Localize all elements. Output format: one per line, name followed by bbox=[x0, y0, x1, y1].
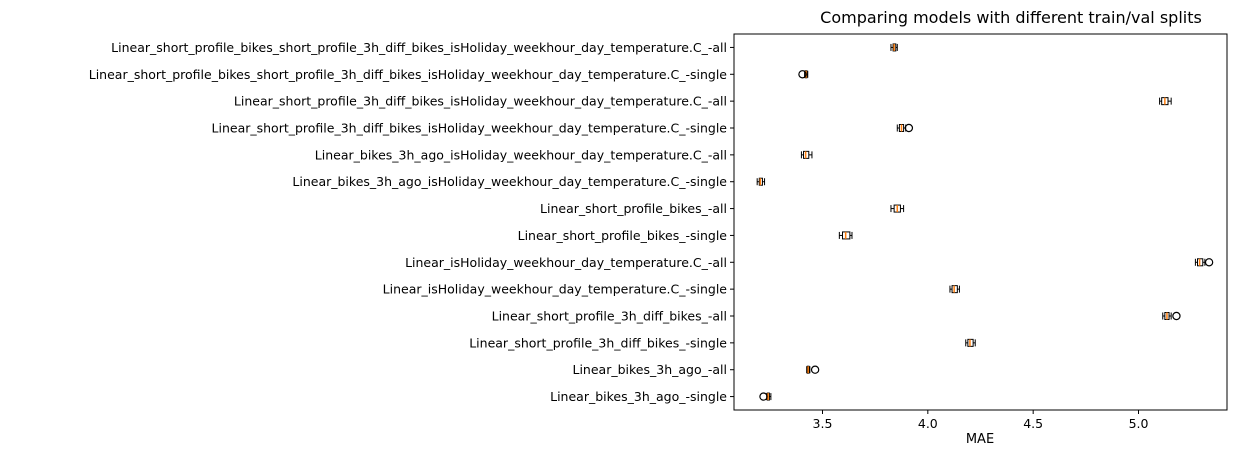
y-tick-label: Linear_short_profile_3h_diff_bikes_-sing… bbox=[469, 335, 727, 350]
plot-frame bbox=[733, 33, 1228, 411]
y-tick-label: Linear_short_profile_bikes_short_profile… bbox=[89, 67, 728, 82]
y-tick-label: Linear_bikes_3h_ago_isHoliday_weekhour_d… bbox=[315, 147, 727, 162]
chart-title: Comparing models with different train/va… bbox=[820, 8, 1202, 27]
outlier-point bbox=[1172, 311, 1181, 321]
y-tick-label: Linear_bikes_3h_ago_-all bbox=[573, 362, 728, 377]
x-tick-label: 4.5 bbox=[1023, 416, 1043, 431]
y-tick-label: Linear_bikes_3h_ago_isHoliday_weekhour_d… bbox=[292, 174, 727, 189]
outlier-point bbox=[810, 365, 820, 374]
y-tick-label: Linear_short_profile_bikes_short_profile… bbox=[111, 40, 727, 55]
y-tick-label: Linear_isHoliday_weekhour_day_temperatur… bbox=[405, 255, 727, 270]
y-tick-label: Linear_short_profile_3h_diff_bikes_-all bbox=[492, 309, 727, 324]
outlier-point bbox=[759, 392, 768, 401]
x-tick-label: 5.0 bbox=[1129, 416, 1149, 431]
x-tick-label: 3.5 bbox=[813, 416, 833, 431]
y-tick-label: Linear_short_profile_bikes_-all bbox=[540, 201, 727, 216]
outlier-point bbox=[904, 123, 914, 133]
y-tick-label: Linear_isHoliday_weekhour_day_temperatur… bbox=[383, 282, 728, 297]
x-tick-label: 4.0 bbox=[918, 416, 938, 431]
outlier-point bbox=[798, 70, 807, 79]
outlier-point bbox=[1204, 258, 1214, 267]
y-tick-label: Linear_short_profile_3h_diff_bikes_isHol… bbox=[212, 121, 728, 136]
plot-marks: 3.5 4.0 4.5 5.0 Linear_short_profile_bikes_s… bbox=[89, 40, 1214, 431]
x-axis-label: MAE bbox=[966, 432, 994, 447]
y-tick-label: Linear_bikes_3h_ago_-single bbox=[550, 389, 727, 404]
y-tick-label: Linear_short_profile_bikes_-single bbox=[518, 228, 728, 243]
y-tick-label: Linear_short_profile_3h_diff_bikes_isHol… bbox=[234, 94, 727, 109]
